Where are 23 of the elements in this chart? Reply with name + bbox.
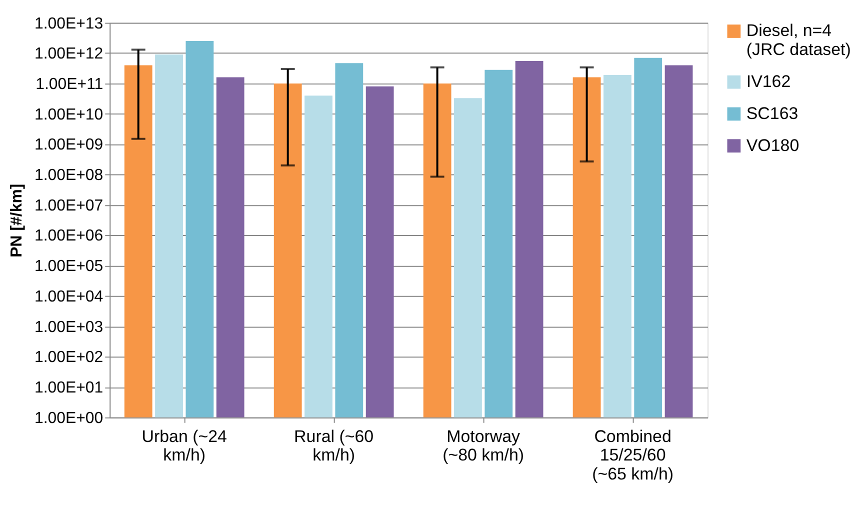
legend-label: VO180 [746, 136, 800, 155]
x-tick-label: Rural (~60 km/h) [294, 426, 374, 465]
y-tick-label: 1.00E+11 [36, 76, 104, 93]
legend-label: SC163 [746, 104, 798, 123]
legend-label: IV162 [746, 72, 791, 92]
y-tick-label: 1.00E+07 [34, 197, 104, 214]
legend-label: Diesel, n=4 (JRC dataset) [746, 21, 851, 60]
y-tick-label: 1.00E+05 [34, 258, 104, 276]
x-tick-label: Combined 15/25/60 (~65 km/h) [592, 426, 674, 484]
y-tick-label: 1.00E+03 [34, 318, 104, 336]
y-tick-label: 1.00E+08 [34, 167, 104, 184]
y-tick-label: 1.00E+02 [34, 349, 104, 366]
y-tick-label: 1.00E+13 [34, 15, 104, 32]
x-tick-label: Urban (~24 km/h) [142, 426, 227, 465]
x-tick-label: Motorway (~80 km/h) [442, 426, 524, 465]
y-tick-label: 1.00E+09 [34, 136, 104, 154]
y-tick-label: 1.00E+10 [34, 106, 104, 124]
y-tick-label: 1.00E+04 [34, 288, 104, 306]
y-tick-label: 1.00E+12 [34, 46, 104, 63]
y-axis-title: PN [#/km] [8, 184, 26, 258]
y-tick-label: 1.00E+06 [34, 228, 104, 245]
y-tick-label: 1.00E+00 [34, 410, 104, 427]
y-tick-label: 1.00E+01 [34, 380, 104, 397]
